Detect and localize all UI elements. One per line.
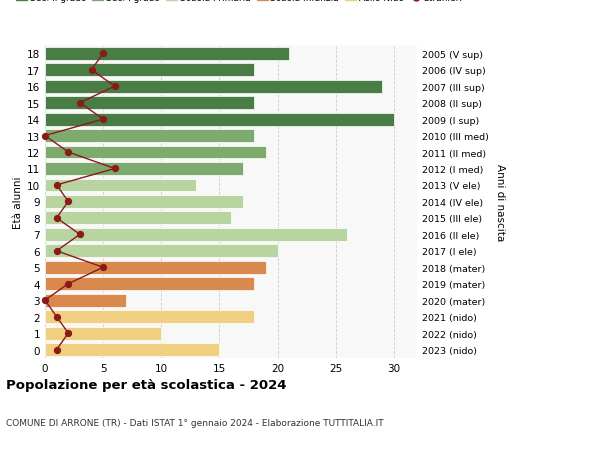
Point: [64, 330, 73, 337]
Bar: [45, 212, 231, 225]
Point: [52, 346, 61, 353]
Point: [64, 198, 73, 206]
Point: [64, 149, 73, 157]
Point: [52, 313, 61, 321]
Bar: [45, 64, 254, 77]
Point: [52, 215, 61, 222]
Bar: [45, 113, 394, 126]
Point: [98, 116, 108, 123]
Point: [52, 182, 61, 189]
Bar: [45, 294, 127, 307]
Bar: [45, 48, 289, 61]
Point: [75, 231, 85, 239]
Bar: [45, 146, 266, 159]
Text: Popolazione per età scolastica - 2024: Popolazione per età scolastica - 2024: [6, 379, 287, 392]
Y-axis label: Età alunni: Età alunni: [13, 176, 23, 228]
Point: [110, 165, 119, 173]
Point: [98, 50, 108, 58]
Point: [40, 133, 50, 140]
Text: COMUNE DI ARRONE (TR) - Dati ISTAT 1° gennaio 2024 - Elaborazione TUTTITALIA.IT: COMUNE DI ARRONE (TR) - Dati ISTAT 1° ge…: [6, 418, 383, 427]
Point: [52, 247, 61, 255]
Legend: Sec. II grado, Sec. I grado, Scuola Primaria, Scuola Infanzia, Asilo Nido, Stran: Sec. II grado, Sec. I grado, Scuola Prim…: [16, 0, 463, 3]
Bar: [45, 162, 242, 175]
Point: [98, 264, 108, 271]
Bar: [45, 327, 161, 340]
Bar: [45, 261, 266, 274]
Point: [110, 83, 119, 90]
Point: [75, 100, 85, 107]
Bar: [45, 81, 382, 93]
Bar: [45, 229, 347, 241]
Bar: [45, 311, 254, 323]
Bar: [45, 130, 254, 143]
Bar: [45, 97, 254, 110]
Bar: [45, 196, 242, 208]
Point: [40, 297, 50, 304]
Bar: [45, 179, 196, 192]
Bar: [45, 278, 254, 291]
Bar: [45, 245, 278, 257]
Point: [64, 280, 73, 288]
Bar: [45, 343, 220, 356]
Point: [87, 67, 97, 74]
Y-axis label: Anni di nascita: Anni di nascita: [496, 163, 505, 241]
